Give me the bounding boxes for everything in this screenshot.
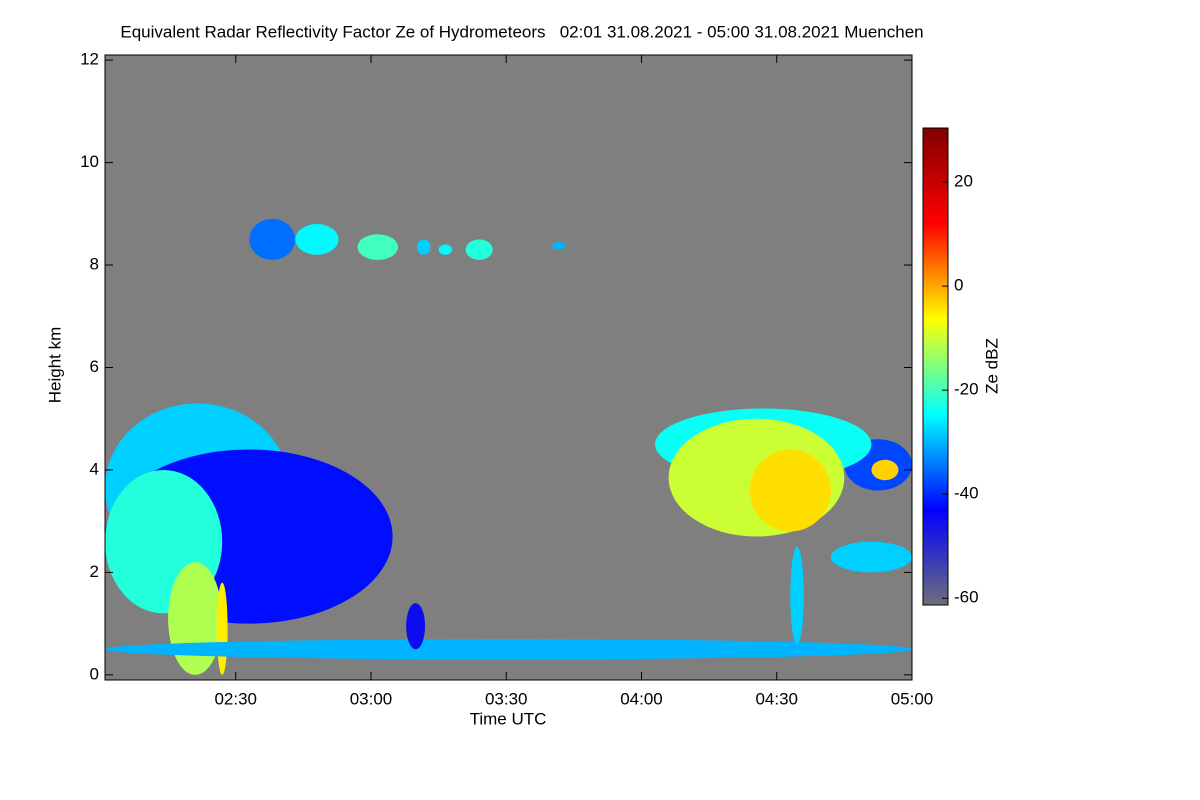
- colorbar-tick-label: -20: [954, 380, 979, 399]
- y-axis-label: Height km: [45, 327, 64, 404]
- echo: [871, 459, 899, 481]
- echo: [790, 546, 804, 645]
- echoes: [105, 218, 912, 675]
- colorbar: [922, 127, 949, 606]
- x-tick-label: 04:00: [620, 689, 663, 708]
- colorbar-tick-label: 0: [954, 276, 963, 295]
- echo: [357, 234, 399, 260]
- y-tick-label: 4: [90, 459, 99, 478]
- x-tick-label: 03:30: [485, 689, 528, 708]
- x-tick-label: 04:30: [755, 689, 798, 708]
- x-tick-label: 05:00: [891, 689, 934, 708]
- y-tick-label: 2: [90, 562, 99, 581]
- colorbar-tick-label: 20: [954, 172, 973, 191]
- y-tick-label: 6: [90, 357, 99, 376]
- y-tick-label: 0: [90, 664, 99, 683]
- colorbar-tick-label: -40: [954, 484, 979, 503]
- echo: [406, 603, 426, 650]
- echo: [465, 239, 493, 260]
- echo: [416, 239, 431, 255]
- echo: [295, 224, 339, 255]
- echo: [105, 639, 912, 660]
- echo: [438, 244, 453, 255]
- echo: [216, 582, 228, 675]
- colorbar-tick-label: -60: [954, 588, 979, 607]
- y-tick-label: 8: [90, 255, 99, 274]
- colorbar-label: Ze dBZ: [982, 338, 1001, 394]
- x-tick-label: 03:00: [350, 689, 393, 708]
- x-tick-label: 02:30: [214, 689, 257, 708]
- chart-title: Equivalent Radar Reflectivity Factor Ze …: [120, 22, 923, 41]
- echo: [168, 562, 223, 675]
- x-axis-label: Time UTC: [470, 709, 547, 728]
- echo: [749, 449, 831, 532]
- y-tick-label: 12: [80, 50, 99, 69]
- echo: [830, 541, 912, 573]
- echo: [552, 241, 566, 250]
- echo: [249, 218, 296, 260]
- y-tick-label: 10: [80, 152, 99, 171]
